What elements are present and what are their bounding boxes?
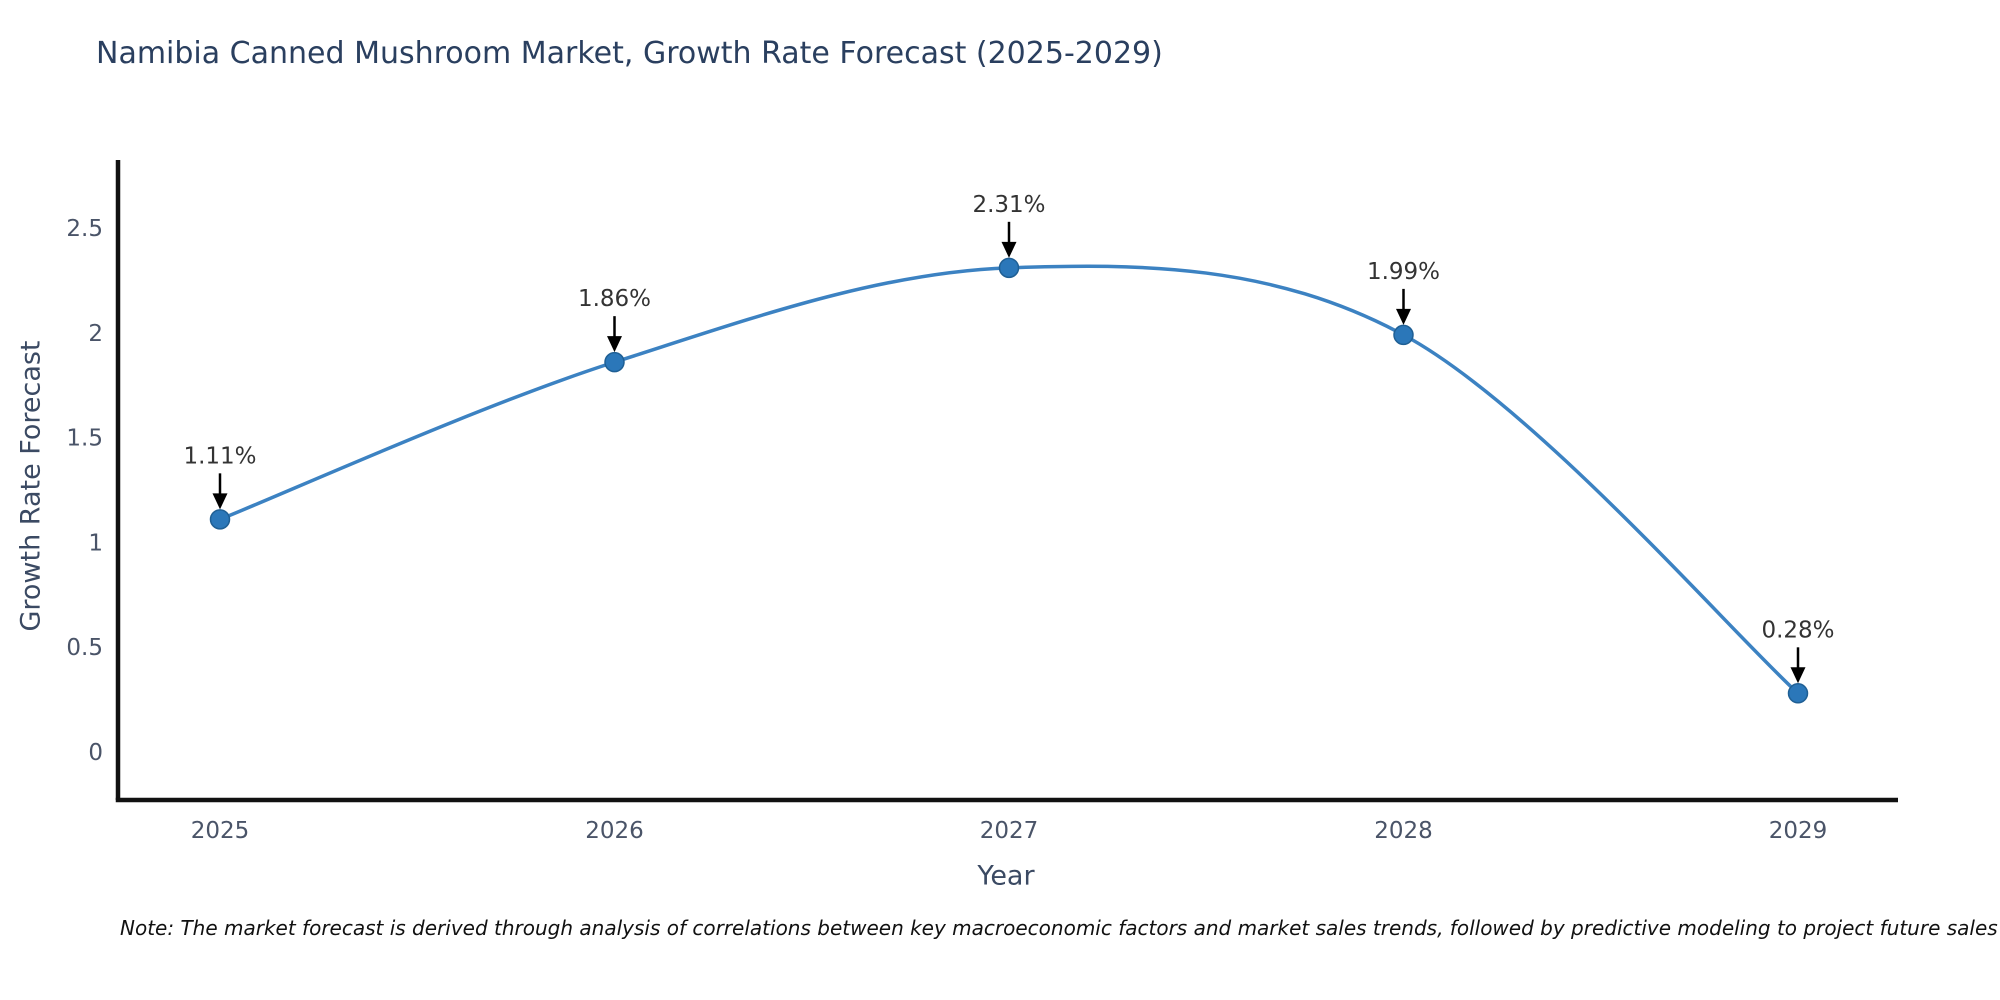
x-tick-label: 2028 — [1374, 818, 1433, 844]
data-point-2029 — [1787, 683, 1809, 704]
annotation-arrowhead-icon — [607, 336, 622, 353]
x-tick-label: 2025 — [191, 818, 250, 844]
x-tick-label: 2026 — [585, 818, 644, 844]
x-tick-label: 2029 — [1769, 818, 1828, 844]
annotation-arrowhead-icon — [1001, 241, 1017, 258]
annotation-arrowhead-icon — [212, 493, 228, 510]
x-axis-title: Year — [977, 860, 1035, 892]
y-tick-label: 0 — [88, 740, 103, 766]
y-tick-label: 1.5 — [66, 426, 103, 452]
annotation-arrowhead-icon — [1396, 308, 1411, 325]
y-tick-label: 0.5 — [66, 635, 103, 661]
x-tick-label: 2027 — [980, 818, 1039, 844]
data-point-2027 — [998, 257, 1020, 279]
annotation-label: 0.28% — [1761, 617, 1834, 643]
annotation-label: 2.31% — [972, 192, 1045, 218]
data-point-2025 — [209, 509, 231, 530]
annotation-label: 1.11% — [183, 443, 256, 469]
y-tick-label: 2.5 — [66, 216, 103, 242]
annotation-label: 1.99% — [1367, 259, 1440, 285]
footnote: Note: The market forecast is derived thr… — [120, 916, 1998, 940]
y-tick-label: 2 — [88, 321, 103, 347]
forecast-line — [218, 264, 1800, 696]
chart-title: Namibia Canned Mushroom Market, Growth R… — [96, 36, 1163, 71]
data-point-2028 — [1393, 324, 1414, 346]
annotation-label: 1.86% — [578, 286, 651, 312]
annotation-arrowhead-icon — [1790, 667, 1806, 684]
data-point-2026 — [604, 351, 625, 373]
y-tick-label: 1 — [88, 530, 103, 556]
